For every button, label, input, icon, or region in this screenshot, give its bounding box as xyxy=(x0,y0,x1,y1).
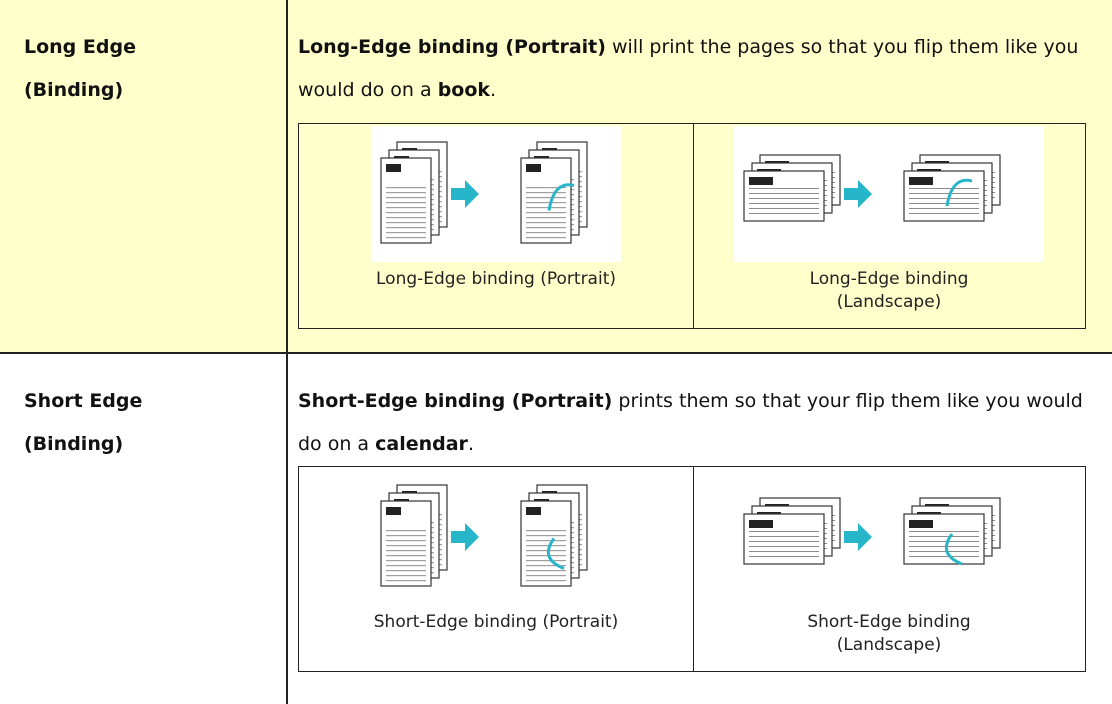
caption: Long-Edge binding (Landscape) xyxy=(694,268,1084,314)
figure-table: Long-Edge binding (Portrait) Long-Edge bi… xyxy=(298,123,1086,329)
description-text: will print the pages so that you flip th… xyxy=(298,36,1079,101)
description: Long-Edge binding (Portrait) will print … xyxy=(298,26,1098,112)
row-label: Short Edge (Binding) xyxy=(24,380,142,466)
arrow xyxy=(451,523,479,551)
illustration xyxy=(734,126,1044,262)
label-line: (Binding) xyxy=(24,79,124,101)
caption-line: (Landscape) xyxy=(836,635,942,655)
arrow xyxy=(844,523,872,551)
heading xyxy=(526,507,541,515)
description-text: Short-Edge binding (Portrait) xyxy=(298,390,613,412)
page xyxy=(520,157,572,244)
flip-arrow xyxy=(944,533,963,566)
heading xyxy=(909,520,933,528)
flip-arrow xyxy=(546,537,565,570)
divider xyxy=(0,352,1112,354)
heading xyxy=(386,507,401,515)
description-text: . xyxy=(490,79,497,101)
row: Short Edge (Binding) Short-Edge binding (P… xyxy=(0,354,1112,704)
figure-table: Short-Edge binding (Portrait) Short-Edge … xyxy=(298,466,1086,672)
description-text: calendar xyxy=(375,433,468,455)
caption-line: (Landscape) xyxy=(836,292,942,312)
illustration xyxy=(371,126,621,262)
caption: Short-Edge binding (Portrait) xyxy=(299,611,693,634)
caption-line: Short-Edge binding xyxy=(807,612,971,632)
flip-arrow xyxy=(945,178,973,207)
page xyxy=(520,500,572,587)
heading xyxy=(749,520,773,528)
description-text: book xyxy=(437,79,491,101)
caption-line: Short-Edge binding (Portrait) xyxy=(373,612,619,632)
heading xyxy=(526,164,541,172)
flip-arrow xyxy=(547,183,575,211)
figure-cell: Short-Edge binding (Landscape) xyxy=(693,467,1084,671)
label-line: (Binding) xyxy=(24,433,124,455)
page xyxy=(380,157,432,244)
caption: Long-Edge binding (Portrait) xyxy=(299,268,693,291)
illustration xyxy=(371,469,621,605)
label-line: Long Edge xyxy=(24,36,136,58)
description-text: Long-Edge binding (Portrait) xyxy=(298,36,606,58)
arrow xyxy=(844,180,872,208)
heading xyxy=(749,177,773,185)
figure-cell: Long-Edge binding (Landscape) xyxy=(693,124,1084,328)
label-line: Short Edge xyxy=(24,390,143,412)
description-text: . xyxy=(467,433,474,455)
row: Long Edge (Binding) Long-Edge binding (Por… xyxy=(0,0,1112,353)
arrow xyxy=(451,180,479,208)
figure-cell: Long-Edge binding (Portrait) xyxy=(299,124,693,328)
figure-cell: Short-Edge binding (Portrait) xyxy=(299,467,693,671)
caption-line: Long-Edge binding xyxy=(809,269,969,289)
page xyxy=(380,500,432,587)
row-label: Long Edge (Binding) xyxy=(24,26,136,112)
heading xyxy=(909,177,933,185)
illustration xyxy=(734,469,1044,605)
caption: Short-Edge binding (Landscape) xyxy=(694,611,1084,657)
description-text: prints them so that your flip them like … xyxy=(298,390,1083,455)
heading xyxy=(386,164,401,172)
caption-line: Long-Edge binding (Portrait) xyxy=(376,269,616,289)
description: Short-Edge binding (Portrait) prints the… xyxy=(298,380,1098,466)
